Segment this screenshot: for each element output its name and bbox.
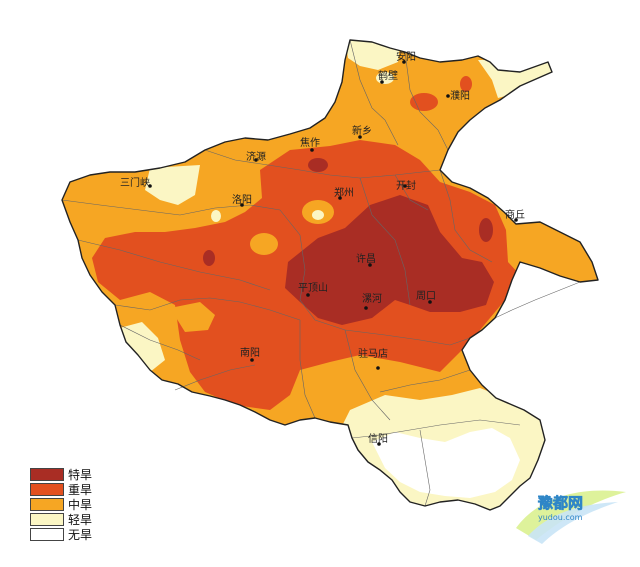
city-zhumadian: 驻马店 [358, 347, 388, 370]
city-nanyang: 南阳 [240, 346, 260, 362]
zone-extreme [285, 195, 494, 325]
city-jiaozuo: 焦作 [300, 136, 320, 152]
legend-item-severe: 重旱 [30, 482, 116, 497]
city-zhoukou: 周口 [416, 290, 436, 304]
svg-text:许昌: 许昌 [356, 253, 376, 265]
zone-extreme-island-2 [203, 250, 215, 266]
zone-moderate-island-1 [170, 302, 215, 332]
zone-light-pocket-north [376, 72, 394, 84]
legend-item-light: 轻旱 [30, 512, 116, 527]
legend-label-severe: 重旱 [68, 483, 93, 497]
legend-item-moderate: 中旱 [30, 497, 116, 512]
city-puyang: 濮阳 [446, 89, 470, 102]
legend-item-none: 无旱 [30, 527, 116, 542]
city-xuchang: 许昌 [356, 253, 376, 267]
watermark-swoosh-accent [528, 502, 618, 544]
city-xinyang: 信阳 [368, 433, 388, 446]
county-boundaries [61, 39, 581, 507]
zone-none-xinyang [372, 428, 520, 498]
svg-text:焦作: 焦作 [300, 136, 320, 149]
legend: 特旱 重旱 中旱 轻旱 无旱 [30, 467, 116, 542]
watermark-text: 豫都网 [538, 494, 583, 512]
watermark-url: yudou.com [538, 513, 583, 522]
city-sanmenxia: 三门峡 [120, 176, 152, 189]
city-xinxiang: 新乡 [352, 124, 372, 139]
svg-text:洛阳: 洛阳 [232, 193, 252, 206]
zone-light-southwest [112, 322, 165, 372]
city-kaifeng: 开封 [396, 179, 416, 192]
zone-light-island-1 [312, 210, 324, 220]
legend-swatch-none [30, 528, 64, 541]
city-pingdingshan: 平顶山 [298, 282, 328, 297]
svg-text:安阳: 安阳 [396, 50, 416, 63]
svg-text:商丘: 商丘 [505, 208, 525, 221]
zone-moderate-island-2 [250, 233, 278, 255]
svg-text:开封: 开封 [396, 179, 416, 192]
city-shangqiu: 商丘 [505, 208, 525, 222]
henan-outline [61, 39, 599, 511]
legend-swatch-moderate [30, 498, 64, 511]
svg-text:南阳: 南阳 [240, 346, 260, 359]
svg-text:漯河: 漯河 [362, 293, 382, 305]
svg-text:三门峡: 三门峡 [120, 176, 150, 189]
city-luohe: 漯河 [362, 293, 382, 310]
svg-text:信阳: 信阳 [368, 433, 388, 445]
city-markers: 安阳 鹤壁 濮阳 新乡 焦作 济源 三门峡 洛阳 [120, 50, 525, 446]
zone-light-island-2 [211, 210, 221, 222]
city-jiyuan: 济源 [246, 150, 266, 163]
svg-text:新乡: 新乡 [352, 124, 372, 137]
legend-swatch-extreme [30, 468, 64, 481]
svg-text:济源: 济源 [246, 150, 266, 163]
legend-label-extreme: 特旱 [68, 468, 93, 482]
zone-severe-pocket-north-2 [460, 76, 472, 92]
svg-text:驻马店: 驻马店 [358, 347, 388, 360]
svg-text:周口: 周口 [416, 290, 436, 302]
svg-text:鹤壁: 鹤壁 [378, 69, 398, 82]
svg-text:濮阳: 濮阳 [450, 89, 470, 102]
svg-text:郑州: 郑州 [334, 186, 354, 199]
zone-severe-pocket-north-1 [410, 93, 438, 111]
zone-extreme-island-3 [308, 158, 328, 172]
legend-label-moderate: 中旱 [68, 498, 93, 512]
zone-extreme-island-1 [479, 218, 493, 242]
watermark-logo: 豫都网 yudou.com [516, 490, 626, 544]
city-anyang: 安阳 [396, 50, 416, 64]
zone-light-west [145, 165, 200, 205]
city-luoyang: 洛阳 [232, 193, 252, 207]
legend-item-extreme: 特旱 [30, 467, 116, 482]
svg-text:平顶山: 平顶山 [298, 282, 328, 294]
legend-label-light: 轻旱 [68, 513, 93, 527]
city-hebi: 鹤壁 [378, 69, 398, 84]
city-zhengzhou: 郑州 [334, 186, 354, 200]
legend-label-none: 无旱 [68, 528, 93, 542]
legend-swatch-severe [30, 483, 64, 496]
legend-swatch-light [30, 513, 64, 526]
